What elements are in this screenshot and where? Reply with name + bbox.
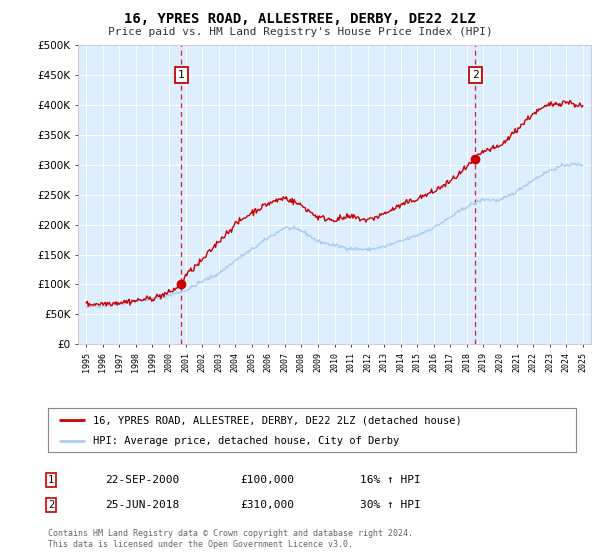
Text: 16% ↑ HPI: 16% ↑ HPI [360, 475, 421, 485]
Text: 2: 2 [48, 500, 54, 510]
Text: 22-SEP-2000: 22-SEP-2000 [105, 475, 179, 485]
Text: 1: 1 [48, 475, 54, 485]
Text: 30% ↑ HPI: 30% ↑ HPI [360, 500, 421, 510]
Text: £100,000: £100,000 [240, 475, 294, 485]
Text: 2: 2 [472, 70, 479, 80]
Text: 16, YPRES ROAD, ALLESTREE, DERBY, DE22 2LZ: 16, YPRES ROAD, ALLESTREE, DERBY, DE22 2… [124, 12, 476, 26]
Text: £310,000: £310,000 [240, 500, 294, 510]
Text: 1: 1 [178, 70, 185, 80]
Text: 25-JUN-2018: 25-JUN-2018 [105, 500, 179, 510]
Text: Contains HM Land Registry data © Crown copyright and database right 2024.
This d: Contains HM Land Registry data © Crown c… [48, 529, 413, 549]
Text: HPI: Average price, detached house, City of Derby: HPI: Average price, detached house, City… [93, 436, 399, 446]
Text: Price paid vs. HM Land Registry's House Price Index (HPI): Price paid vs. HM Land Registry's House … [107, 27, 493, 37]
Text: 16, YPRES ROAD, ALLESTREE, DERBY, DE22 2LZ (detached house): 16, YPRES ROAD, ALLESTREE, DERBY, DE22 2… [93, 416, 461, 426]
